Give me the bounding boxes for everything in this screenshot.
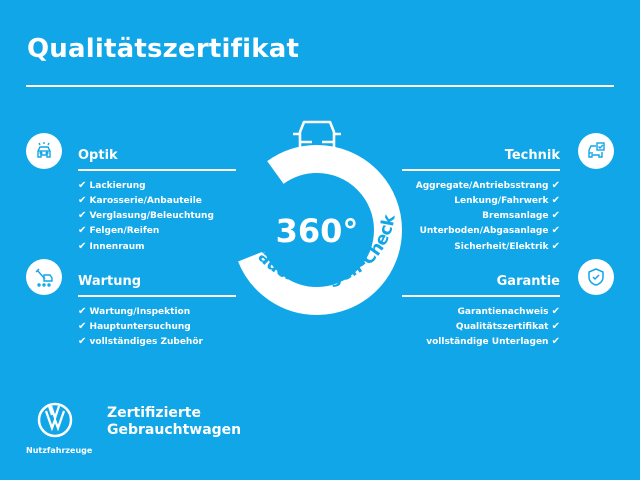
check-icon: ✔ xyxy=(551,179,560,191)
check-icon: ✔ xyxy=(551,210,560,222)
list-item: Qualitätszertifikat ✔ xyxy=(455,320,560,332)
list-item: ✔ Verglasung/Beleuchtung xyxy=(78,210,214,222)
check-icon: ✔ xyxy=(78,210,87,222)
tools-van-icon xyxy=(26,259,62,295)
ring xyxy=(232,145,402,315)
car-rotate-icon xyxy=(289,120,345,168)
list-item: Sicherheit/Elektrik ✔ xyxy=(454,240,560,252)
check-icon: ✔ xyxy=(78,240,87,252)
car-checklist-icon xyxy=(578,133,614,169)
list-item: vollständige Unterlagen ✔ xyxy=(426,336,560,348)
list-item: Bremsanlage ✔ xyxy=(482,210,560,222)
section-title: Wartung xyxy=(78,274,142,289)
list-item: ✔ Hauptuntersuchung xyxy=(78,320,191,332)
divider xyxy=(402,169,560,171)
section-wartung: Wartung ✔ Wartung/Inspektion ✔ Hauptunte… xyxy=(78,273,236,349)
section-title: Technik xyxy=(504,148,560,163)
list-item: ✔ Karosserie/Anbauteile xyxy=(78,194,202,206)
360-check-emblem: 360° Gebrauchtwagen-Check xyxy=(232,120,402,315)
list-item: Aggregate/Antriebsstrang ✔ xyxy=(415,179,560,191)
check-icon: ✔ xyxy=(551,320,560,332)
divider xyxy=(78,169,236,171)
vw-logo xyxy=(37,402,73,438)
check-icon: ✔ xyxy=(78,225,87,237)
list-item: Garantienachweis ✔ xyxy=(457,305,561,317)
section-optik: Optik ✔ Lackierung ✔ Karosserie/Anbautei… xyxy=(78,147,236,254)
section-title: Garantie xyxy=(496,274,560,289)
check-icon: ✔ xyxy=(551,305,560,317)
check-icon: ✔ xyxy=(78,194,87,206)
check-icon: ✔ xyxy=(551,240,560,252)
page-title: Qualitätszertifikat xyxy=(27,34,300,64)
list-item: Lenkung/Fahrwerk ✔ xyxy=(454,194,560,206)
section-garantie: Garantie Garantienachweis ✔ Qualitätszer… xyxy=(402,273,560,349)
check-icon: ✔ xyxy=(78,305,87,317)
check-icon: ✔ xyxy=(78,336,87,348)
list-item: ✔ Felgen/Reifen xyxy=(78,225,160,237)
check-icon: ✔ xyxy=(551,336,560,348)
section-technik: Technik Aggregate/Antriebsstrang ✔ Lenku… xyxy=(402,147,560,254)
brand-subtitle: Nutzfahrzeuge xyxy=(26,446,93,455)
list-item: ✔ Lackierung xyxy=(78,179,146,191)
check-icon: ✔ xyxy=(78,320,87,332)
brand-line: Gebrauchtwagen xyxy=(107,422,242,438)
list-item: ✔ vollständiges Zubehör xyxy=(78,336,203,348)
divider xyxy=(78,295,236,297)
divider xyxy=(26,85,614,87)
check-icon: ✔ xyxy=(551,194,560,206)
360-label: 360° xyxy=(276,212,359,250)
brand-name: Zertifizierte Gebrauchtwagen xyxy=(107,405,241,439)
check-icon: ✔ xyxy=(551,225,560,237)
list-item: ✔ Innenraum xyxy=(78,240,145,252)
shield-check-icon xyxy=(578,259,614,295)
check-icon: ✔ xyxy=(78,179,87,191)
list-item: Unterboden/Abgasanlage ✔ xyxy=(419,225,560,237)
list-item: ✔ Wartung/Inspektion xyxy=(78,305,191,317)
divider xyxy=(402,295,560,297)
section-title: Optik xyxy=(78,148,118,163)
car-lights-icon xyxy=(26,133,62,169)
brand-line: Zertifizierte xyxy=(107,405,201,421)
